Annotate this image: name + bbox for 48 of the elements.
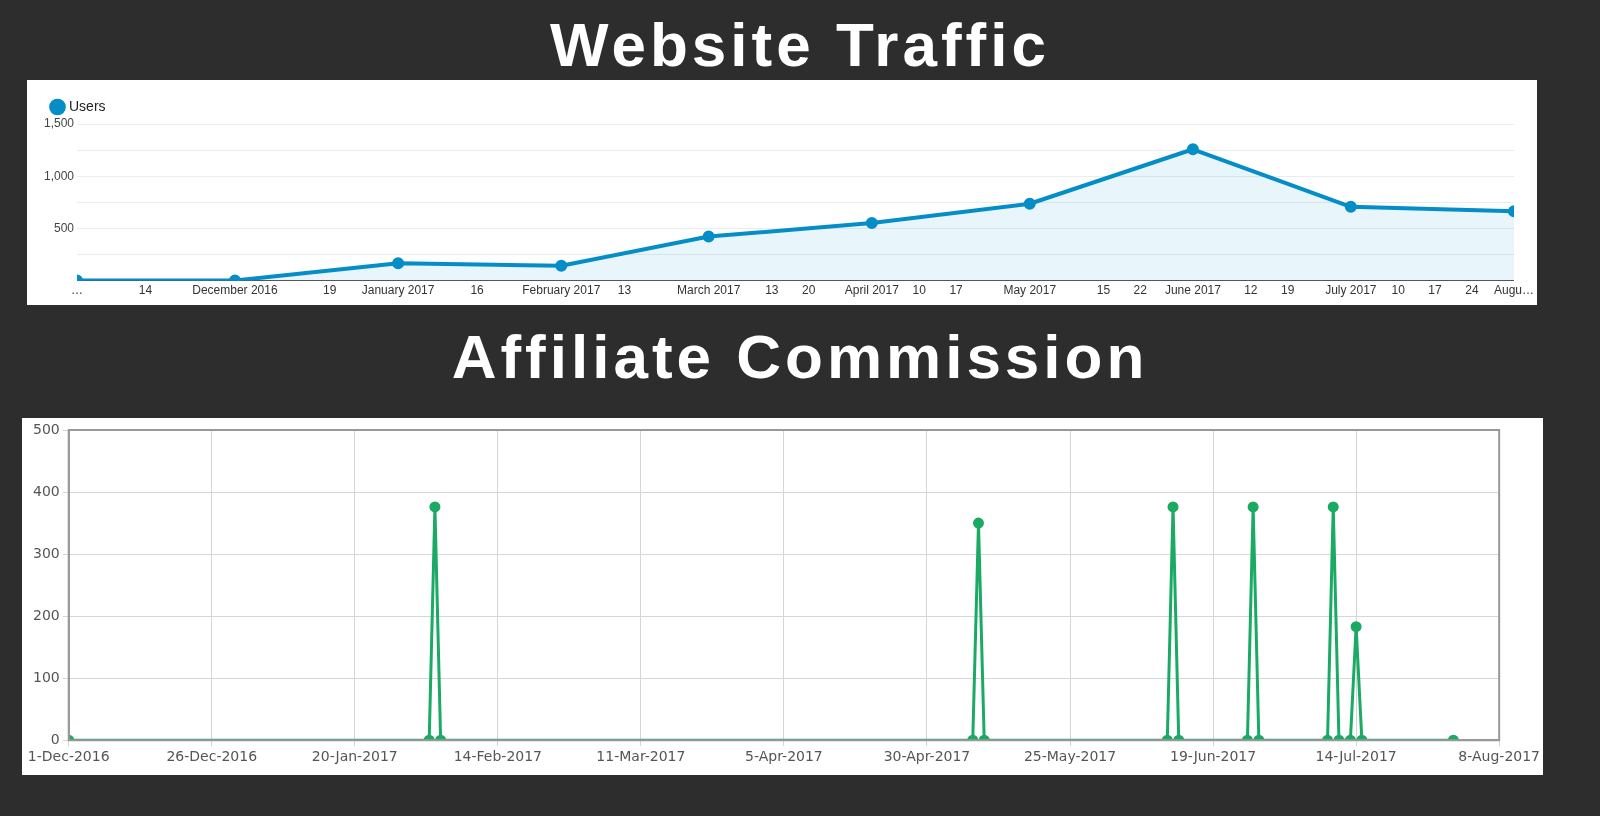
x-tick-label: 13 <box>765 283 779 298</box>
x-tick-label: Augu… <box>1493 283 1534 298</box>
x-tick-label: 14-Jul-2017 <box>1315 748 1397 765</box>
x-tick-label: 10 <box>1391 283 1406 298</box>
x-tick-label: January 2017 <box>361 283 435 298</box>
x-tick-label: July 2017 <box>1325 283 1377 298</box>
x-tick-label: 17 <box>1428 283 1443 298</box>
x-tick-label: 20 <box>801 283 816 298</box>
x-tick-label: 30-Apr-2017 <box>883 748 971 765</box>
x-tick-label: 12 <box>1244 283 1258 298</box>
x-tick-label: 20-Jan-2017 <box>311 748 398 765</box>
x-tick-label: 8-Aug-2017 <box>1458 748 1540 765</box>
x-tick-label: 1-Dec-2016 <box>27 748 110 765</box>
x-tick-label: … <box>71 283 84 298</box>
y-tick-label: 1,000 <box>44 168 75 183</box>
x-tick-label: 17 <box>949 283 964 298</box>
y-tick-label: 500 <box>32 420 60 437</box>
x-tick-label: February 2017 <box>522 283 601 298</box>
x-tick-label: 5-Apr-2017 <box>745 748 823 765</box>
y-tick-label: 0 <box>50 730 60 747</box>
x-tick-label: March 2017 <box>676 283 741 298</box>
x-tick-label: April 2017 <box>844 283 900 298</box>
x-tick-label: 11-Mar-2017 <box>596 748 686 765</box>
x-tick-label: 22 <box>1133 283 1148 298</box>
x-tick-label: 26-Dec-2016 <box>166 748 258 765</box>
x-tick-label: 13 <box>617 283 632 298</box>
y-tick-label: 100 <box>32 668 60 685</box>
y-tick-label: 400 <box>32 482 60 499</box>
y-tick-label: 200 <box>32 606 60 623</box>
x-tick-label: December 2016 <box>192 283 278 298</box>
legend-label: Users <box>69 97 106 114</box>
chart-title: Affiliate Commission <box>450 322 1150 392</box>
x-tick-label: 15 <box>1096 283 1111 298</box>
x-tick-label: May 2017 <box>1003 283 1057 298</box>
x-tick-label: June 2017 <box>1164 283 1222 298</box>
x-tick-label: 16 <box>470 283 485 298</box>
y-tick-label: 300 <box>32 544 60 561</box>
y-tick-label: 500 <box>54 220 75 235</box>
x-tick-label: 24 <box>1465 283 1479 298</box>
x-tick-label: 19 <box>323 283 337 298</box>
x-tick-label: 10 <box>912 283 927 298</box>
x-tick-label: 14-Feb-2017 <box>453 748 543 765</box>
y-tick-label: 1,500 <box>44 116 75 131</box>
x-tick-label: 25-May-2017 <box>1023 748 1117 765</box>
x-tick-label: 14 <box>138 283 153 298</box>
x-tick-label: 19-Jun-2017 <box>1169 748 1257 765</box>
x-tick-label: 19 <box>1280 283 1295 298</box>
chart-title: Website Traffic <box>549 10 1051 80</box>
